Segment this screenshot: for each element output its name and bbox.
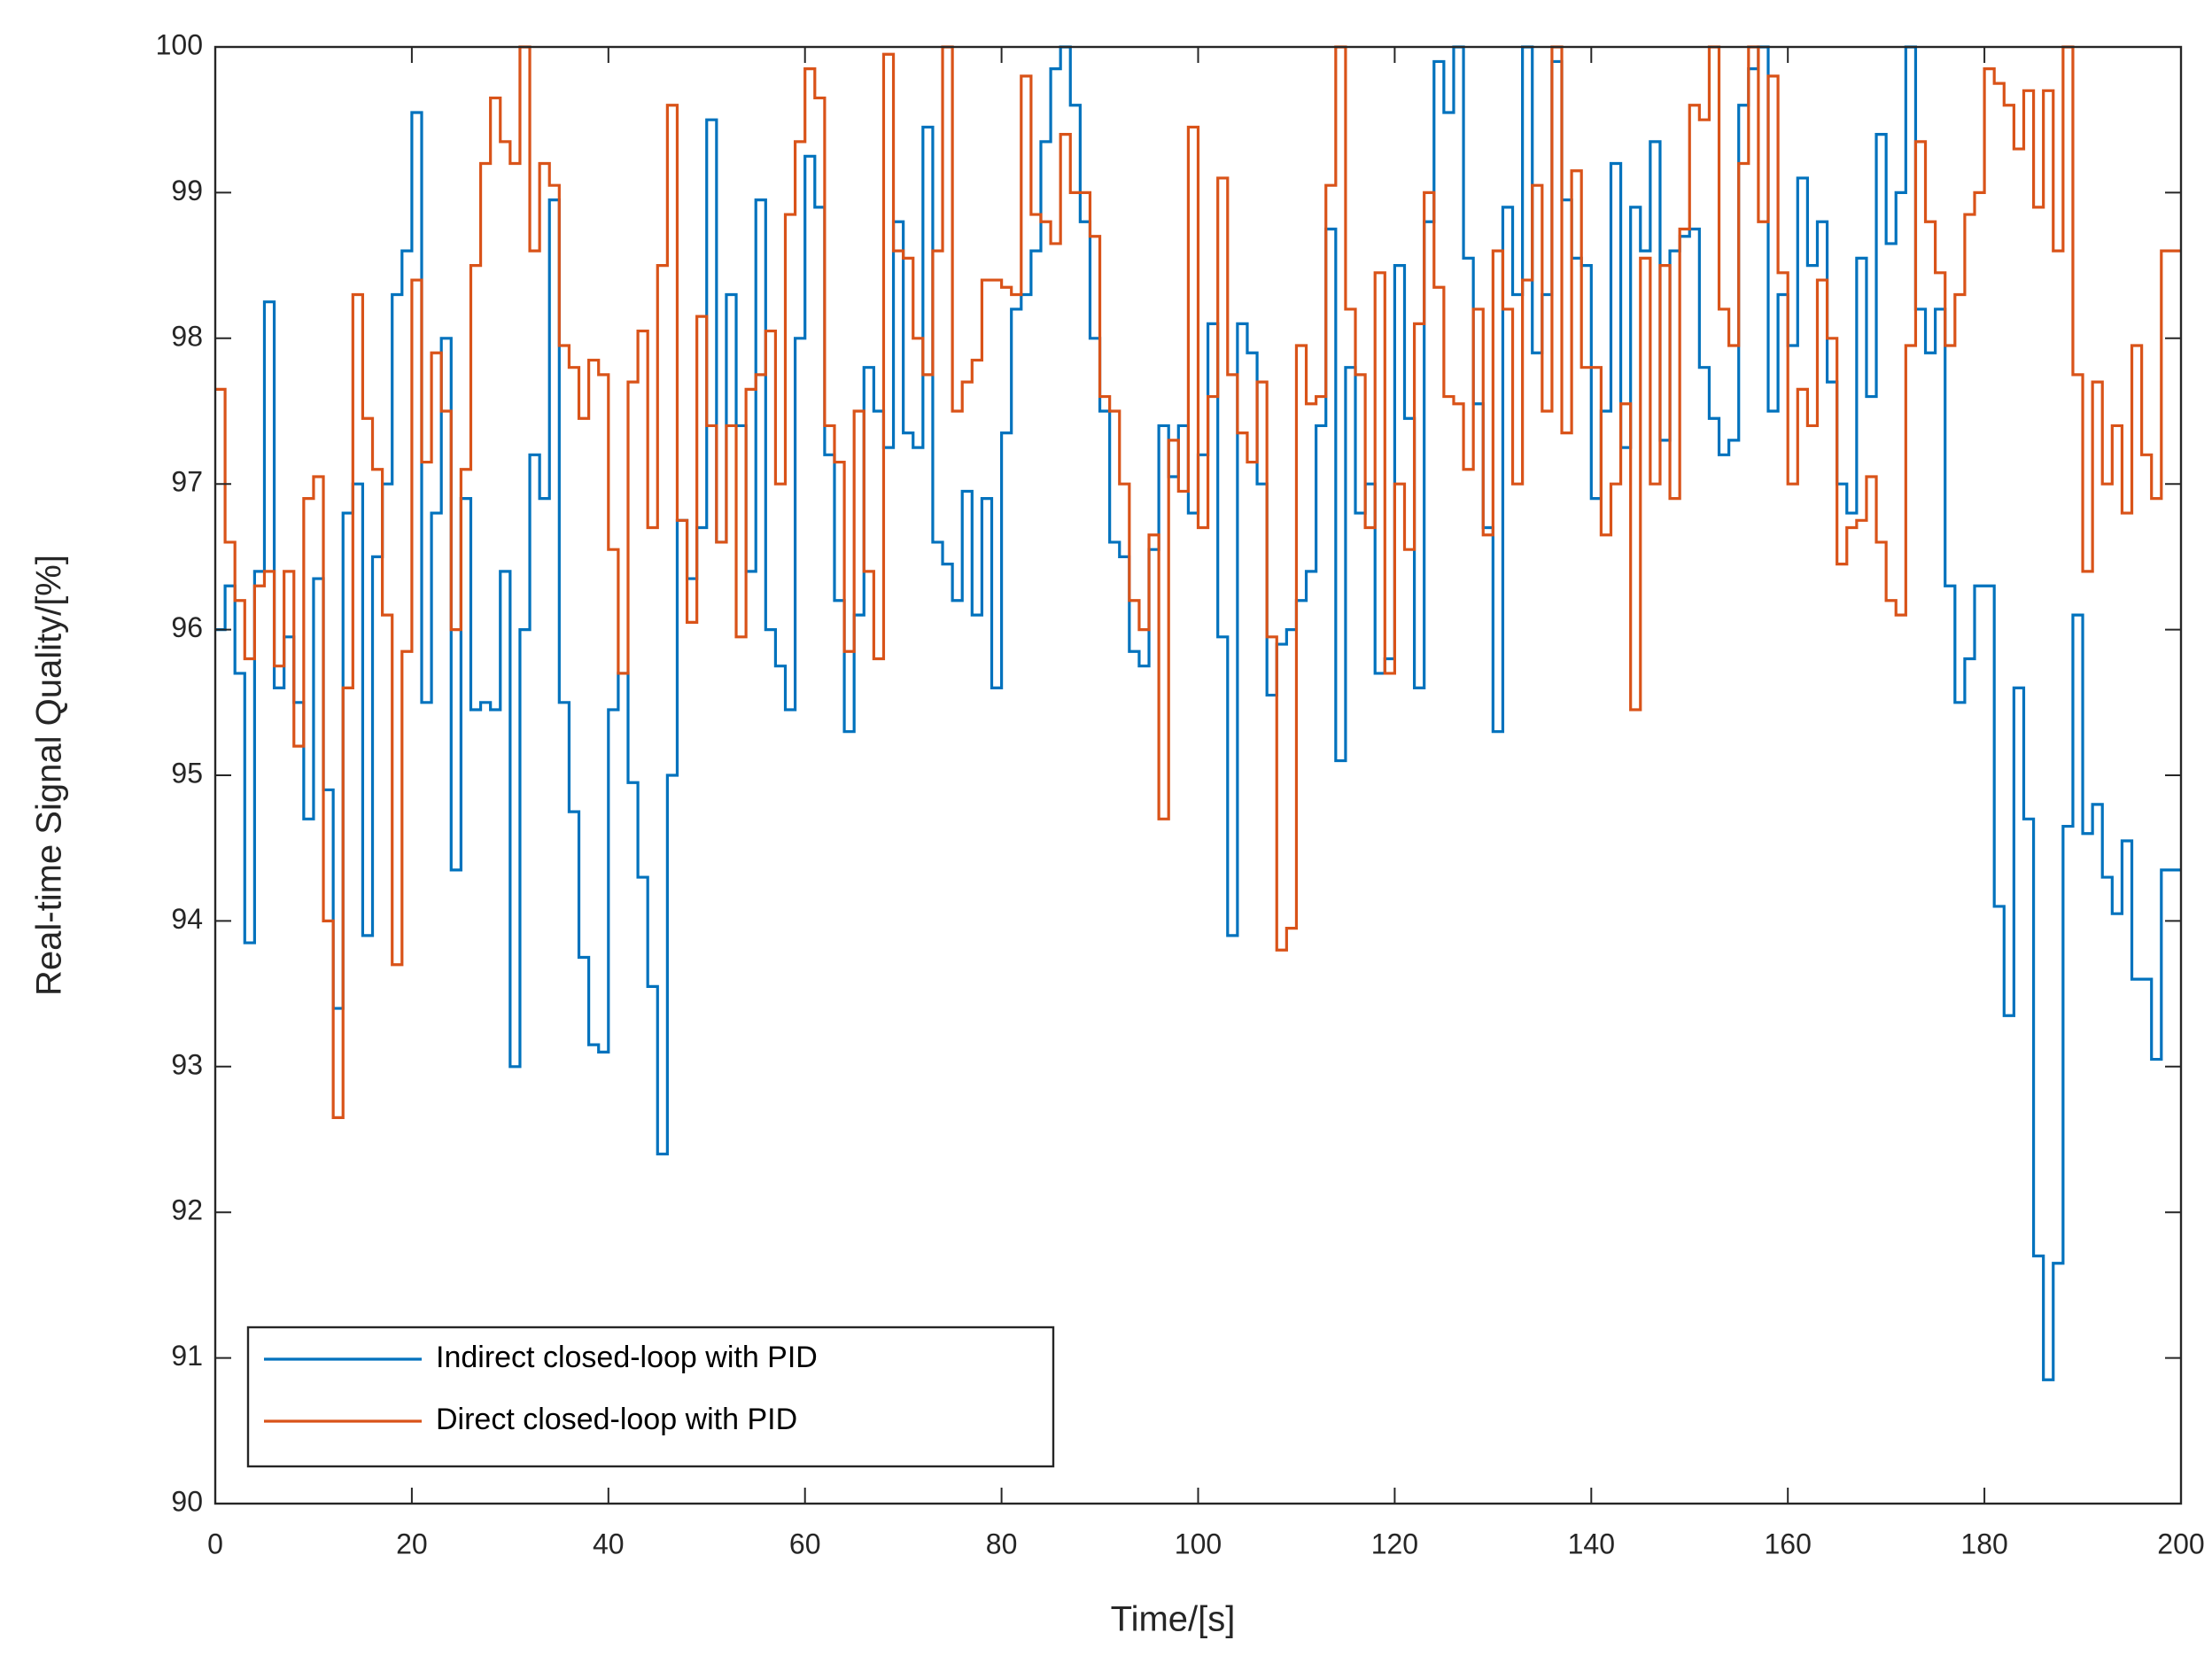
x-tick-label: 60 <box>789 1528 821 1559</box>
legend-box <box>246 1326 1055 1468</box>
x-tick-label: 180 <box>1960 1528 2007 1559</box>
x-tick-label: 200 <box>2157 1528 2204 1559</box>
x-tick-label: 160 <box>1765 1528 1812 1559</box>
x-tick-label: 120 <box>1371 1528 1418 1559</box>
plot-frame <box>213 45 2183 1505</box>
x-tick-label: 140 <box>1568 1528 1615 1559</box>
y-tick-label: 92 <box>171 1194 203 1226</box>
y-tick-label: 93 <box>171 1048 203 1080</box>
x-tick-label: 80 <box>986 1528 1018 1559</box>
x-tick-label: 40 <box>593 1528 625 1559</box>
legend-label: Direct closed-loop with PID <box>436 1403 797 1436</box>
y-tick-label: 97 <box>171 466 203 498</box>
y-tick-label: 90 <box>171 1485 203 1517</box>
y-tick-label: 91 <box>171 1340 203 1372</box>
y-tick-label: 95 <box>171 757 203 789</box>
y-tick-label: 94 <box>171 903 203 935</box>
y-axis-label: Real-time Signal Quality/[%] <box>30 555 69 996</box>
y-tick-label: 98 <box>171 320 203 352</box>
x-tick-label: 0 <box>207 1528 223 1559</box>
y-tick-label: 100 <box>156 28 203 60</box>
series-line <box>215 45 2181 1119</box>
plot-area <box>215 45 2181 1381</box>
y-tick-label: 96 <box>171 611 203 643</box>
legend-label: Indirect closed-loop with PID <box>436 1341 818 1374</box>
x-tick-label: 100 <box>1175 1528 1222 1559</box>
y-tick-label: 99 <box>171 175 203 206</box>
x-tick-label: 20 <box>396 1528 428 1559</box>
x-axis-label: Time/[s] <box>1111 1600 1236 1639</box>
